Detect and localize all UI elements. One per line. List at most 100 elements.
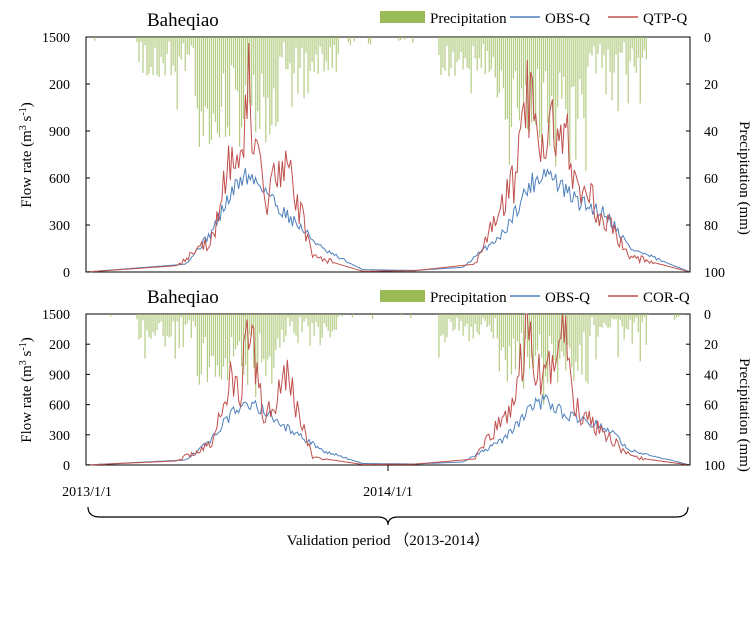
precip-bar xyxy=(293,314,295,334)
legend-obs-label: OBS-Q xyxy=(545,290,590,306)
precip-bar xyxy=(241,37,243,128)
precip-bar xyxy=(442,314,444,335)
precip-bar xyxy=(577,314,579,371)
precip-bar xyxy=(353,37,355,42)
precip-bar xyxy=(263,314,265,360)
precip-bar xyxy=(291,37,293,107)
precip-bar xyxy=(599,314,601,327)
precip-bar xyxy=(607,37,609,50)
precip-bar xyxy=(222,37,225,74)
precip-bar xyxy=(206,314,208,383)
precip-bar xyxy=(478,314,480,335)
precip-bar xyxy=(249,314,251,335)
precip-bar xyxy=(158,37,160,77)
precip-bar xyxy=(571,37,573,88)
precip-bar xyxy=(196,37,198,109)
precip-bar xyxy=(625,37,627,75)
precip-bar xyxy=(371,314,374,320)
precip-bar xyxy=(476,37,478,71)
precip-bar xyxy=(583,314,585,333)
precip-bar xyxy=(685,314,688,316)
precip-bar xyxy=(448,37,450,77)
precip-bar xyxy=(214,314,217,377)
precip-bar xyxy=(222,314,225,367)
precip-bar xyxy=(438,37,440,56)
precip-bar xyxy=(609,314,611,328)
precip-bar xyxy=(321,314,323,338)
precip-bar xyxy=(520,37,523,89)
precip-bar xyxy=(557,314,559,383)
precip-bar xyxy=(190,314,192,339)
precip-bar xyxy=(299,37,301,69)
precip-bar xyxy=(180,37,182,60)
precip-bar xyxy=(454,37,456,76)
precip-bar xyxy=(323,314,325,324)
left-tick-label: 600 xyxy=(49,399,70,414)
precip-bar xyxy=(627,314,629,330)
precip-bar xyxy=(597,37,599,54)
precip-bar xyxy=(218,314,221,377)
precip-bar xyxy=(559,37,561,73)
precip-bar xyxy=(349,37,351,46)
precip-bar xyxy=(301,37,303,49)
precip-bar xyxy=(156,37,158,76)
precip-bar xyxy=(543,37,545,83)
precip-bar xyxy=(543,314,545,405)
precip-bar xyxy=(234,37,237,90)
precip-bar xyxy=(545,37,547,71)
precip-bar xyxy=(216,314,219,366)
precip-bar xyxy=(605,37,607,95)
precip-bar xyxy=(571,314,573,368)
precip-bar xyxy=(182,37,184,44)
precip-bar xyxy=(156,314,158,331)
legend-sim-label: QTP-Q xyxy=(643,11,687,27)
precip-bar xyxy=(555,37,557,167)
precip-bar xyxy=(281,37,283,58)
obs-series xyxy=(85,393,691,466)
precip-bar xyxy=(559,314,561,360)
precip-bar xyxy=(178,37,180,57)
precip-bar xyxy=(470,314,472,327)
precip-bar xyxy=(331,37,333,69)
precip-bar xyxy=(549,37,551,147)
legend-precip-swatch xyxy=(380,11,425,23)
right-tick-label: 100 xyxy=(704,266,725,281)
precip-bar xyxy=(196,314,198,377)
precip-bar xyxy=(522,37,525,102)
precip-bar xyxy=(595,37,597,74)
left-tick-label: 200 xyxy=(49,78,70,93)
precip-bar xyxy=(619,37,621,53)
panel-title: Baheqiao xyxy=(147,287,219,308)
precip-bar xyxy=(253,37,255,75)
precip-bar xyxy=(490,314,492,332)
precip-bar xyxy=(347,37,349,42)
precip-bar xyxy=(484,37,486,74)
precip-bar xyxy=(172,37,174,66)
precip-bar xyxy=(400,314,402,315)
precip-bar xyxy=(230,37,233,66)
precip-bar xyxy=(305,314,307,319)
precip-bar xyxy=(565,314,567,371)
precip-bar xyxy=(259,37,261,129)
precip-bar xyxy=(639,314,641,362)
precip-bar xyxy=(208,37,211,145)
precip-bar xyxy=(675,314,678,318)
precip-bar xyxy=(261,37,263,74)
right-tick-label: 80 xyxy=(704,429,718,444)
precip-bar xyxy=(327,37,329,71)
precip-bar xyxy=(456,37,458,63)
precip-bar xyxy=(498,37,500,94)
precip-bar xyxy=(450,314,452,322)
precip-bar xyxy=(484,314,486,321)
precip-bar xyxy=(510,37,513,127)
precip-bar xyxy=(269,37,271,135)
right-tick-label: 100 xyxy=(704,459,725,474)
precip-bar xyxy=(239,37,241,147)
precip-bar xyxy=(281,314,283,331)
precip-bar xyxy=(547,37,549,124)
precip-bar xyxy=(583,37,585,119)
precip-bar xyxy=(271,37,273,125)
precip-bar xyxy=(635,314,637,318)
precip-bar xyxy=(204,314,206,338)
precip-bar xyxy=(464,314,466,327)
